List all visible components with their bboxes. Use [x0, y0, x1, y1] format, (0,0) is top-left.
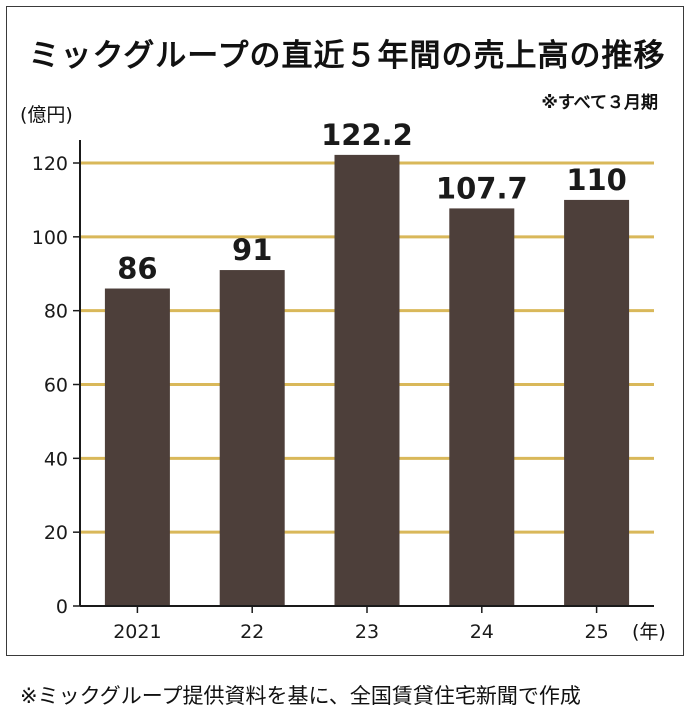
y-tick-label: 40	[44, 448, 68, 470]
y-tick-label: 80	[44, 301, 68, 323]
y-axis-unit: (億円)	[20, 104, 73, 126]
fiscal-note: ※すべて３月期	[541, 93, 658, 113]
bar-2021	[104, 288, 170, 606]
value-label: 110	[566, 163, 627, 197]
x-axis-unit: (年)	[632, 621, 666, 643]
value-label: 91	[232, 233, 272, 267]
x-tick-label: 25	[585, 621, 609, 643]
x-tick-label: 24	[470, 621, 494, 643]
y-tick-label: 120	[32, 153, 68, 175]
chart-title: ミックグループの直近５年間の売上高の推移	[28, 38, 666, 74]
source-note: ※ミックグループ提供資料を基に、全国賃貸住宅新聞で作成	[20, 684, 581, 708]
y-tick-label: 20	[44, 522, 68, 544]
x-tick-label: 23	[355, 621, 379, 643]
y-tick-label: 60	[44, 375, 68, 397]
y-tick-label: 100	[32, 227, 68, 249]
x-tick-label: 2021	[113, 621, 161, 643]
bar-22	[219, 270, 285, 606]
value-label: 86	[117, 252, 157, 286]
value-label: 107.7	[436, 171, 528, 205]
value-label: 122.2	[321, 118, 413, 152]
bar-23	[334, 154, 400, 606]
y-tick-label: 0	[56, 596, 68, 618]
x-tick-label: 22	[240, 621, 264, 643]
bar-24	[449, 208, 515, 606]
bar-25	[564, 199, 630, 606]
